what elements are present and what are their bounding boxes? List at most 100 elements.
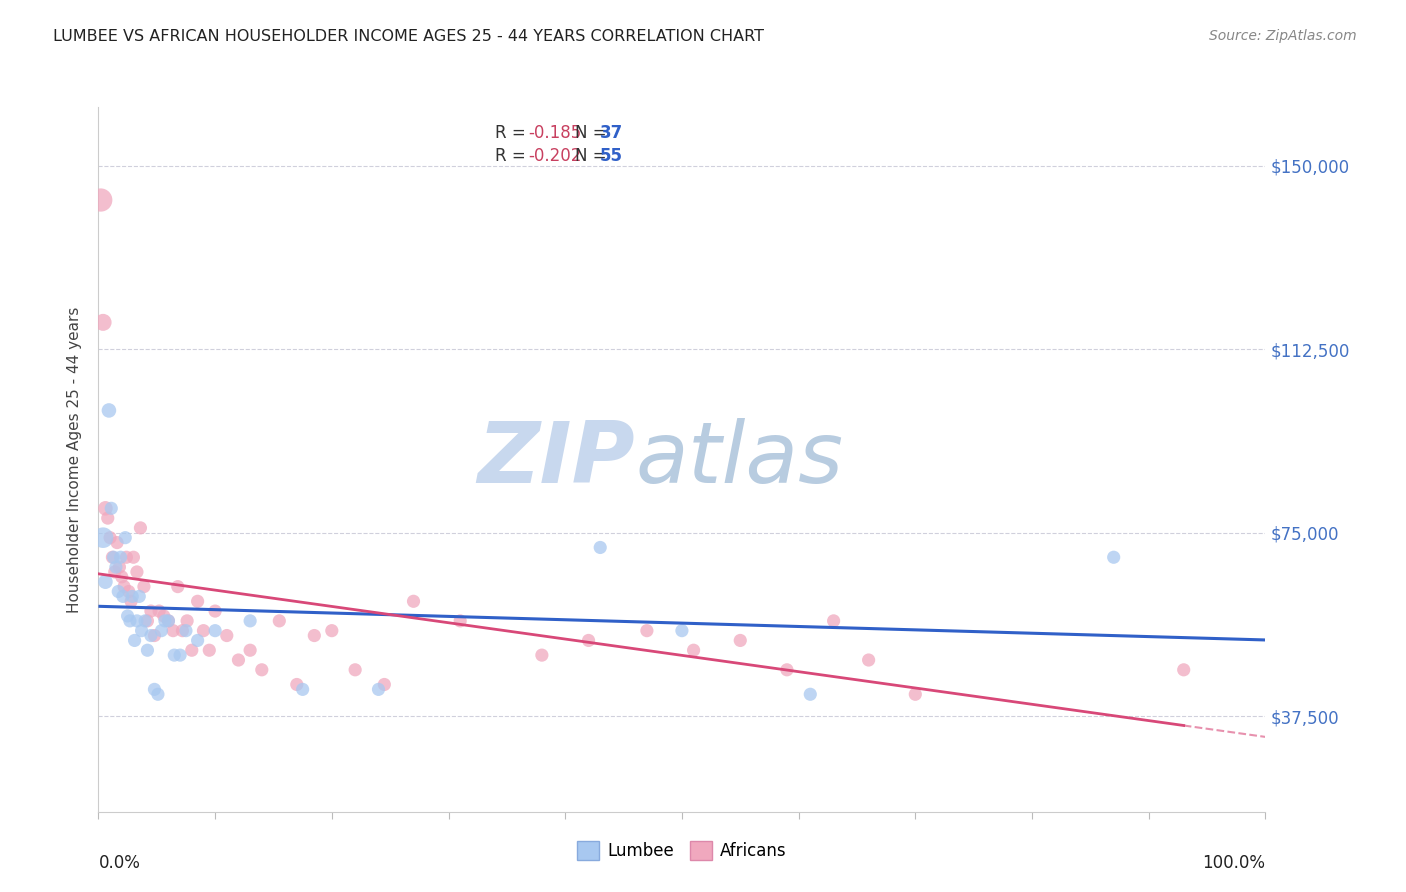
Point (134, 614, 156, 628)
Point (105, 535, 128, 549)
Point (112, 580, 135, 594)
Point (373, 677, 395, 691)
Point (291, 682, 314, 697)
Point (162, 624, 184, 638)
Point (100, 501, 122, 516)
Point (120, 594, 142, 608)
Point (118, 584, 141, 599)
Point (121, 590, 143, 604)
Point (115, 550, 138, 565)
Text: -0.185: -0.185 (527, 124, 581, 142)
Point (118, 614, 141, 628)
Point (204, 624, 226, 638)
Point (904, 687, 927, 701)
Point (139, 628, 162, 642)
Y-axis label: Householder Income Ages 25 - 44 years: Householder Income Ages 25 - 44 years (67, 306, 83, 613)
Point (146, 687, 169, 701)
Point (589, 541, 612, 555)
Point (117, 609, 139, 624)
Point (136, 643, 159, 657)
Point (148, 604, 170, 618)
Point (578, 633, 600, 648)
Point (110, 550, 132, 565)
Text: R =: R = (495, 124, 526, 142)
Point (671, 624, 693, 638)
Point (215, 628, 238, 642)
Text: 37: 37 (600, 124, 623, 142)
Point (111, 570, 134, 584)
Point (239, 643, 262, 657)
Point (98, 531, 121, 545)
Point (176, 614, 198, 628)
Point (187, 594, 209, 608)
Point (187, 633, 209, 648)
Point (823, 614, 845, 628)
Point (169, 648, 191, 662)
Point (858, 653, 880, 667)
Point (124, 633, 146, 648)
Point (150, 624, 173, 638)
Text: LUMBEE VS AFRICAN HOUSEHOLDER INCOME AGES 25 - 44 YEARS CORRELATION CHART: LUMBEE VS AFRICAN HOUSEHOLDER INCOME AGE… (53, 29, 765, 44)
Point (157, 614, 180, 628)
Text: R =: R = (495, 147, 526, 165)
Point (449, 614, 471, 628)
Point (136, 614, 159, 628)
Point (125, 565, 148, 579)
Point (104, 565, 127, 579)
Point (139, 604, 162, 618)
Point (304, 628, 326, 642)
Point (530, 648, 553, 662)
Text: -0.202: -0.202 (527, 147, 581, 165)
Point (114, 531, 136, 545)
Point (131, 624, 153, 638)
Point (636, 624, 658, 638)
Point (1173, 663, 1195, 677)
Point (1102, 550, 1125, 565)
Point (682, 643, 704, 657)
Point (198, 643, 221, 657)
Point (97, 403, 120, 417)
Text: ZIP: ZIP (478, 417, 636, 501)
Point (402, 594, 425, 608)
Point (730, 633, 752, 648)
Point (321, 624, 343, 638)
Point (228, 653, 250, 667)
Point (111, 590, 134, 604)
Legend: Lumbee, Africans: Lumbee, Africans (571, 835, 793, 867)
Point (103, 550, 125, 565)
Point (108, 560, 131, 574)
Text: 0.0%: 0.0% (98, 854, 141, 872)
Point (107, 584, 129, 599)
Point (204, 604, 226, 618)
Point (143, 628, 166, 642)
Point (94, 501, 117, 516)
Point (91, 315, 114, 329)
Text: N =: N = (575, 124, 606, 142)
Point (776, 663, 799, 677)
Text: 55: 55 (600, 147, 623, 165)
Point (94, 574, 117, 589)
Point (128, 590, 150, 604)
Point (166, 580, 188, 594)
Point (153, 614, 176, 628)
Point (90, 193, 112, 207)
Text: atlas: atlas (636, 417, 844, 501)
Point (799, 687, 821, 701)
Text: 100.0%: 100.0% (1202, 854, 1265, 872)
Point (344, 663, 367, 677)
Point (157, 614, 180, 628)
Point (163, 648, 186, 662)
Point (97, 511, 120, 525)
Point (152, 609, 174, 624)
Text: N =: N = (575, 147, 606, 165)
Point (125, 614, 148, 628)
Point (174, 624, 197, 638)
Point (101, 550, 124, 565)
Point (132, 580, 155, 594)
Point (250, 663, 273, 677)
Point (269, 614, 291, 628)
Point (193, 624, 215, 638)
Point (91, 531, 114, 545)
Point (143, 682, 166, 697)
Point (122, 550, 145, 565)
